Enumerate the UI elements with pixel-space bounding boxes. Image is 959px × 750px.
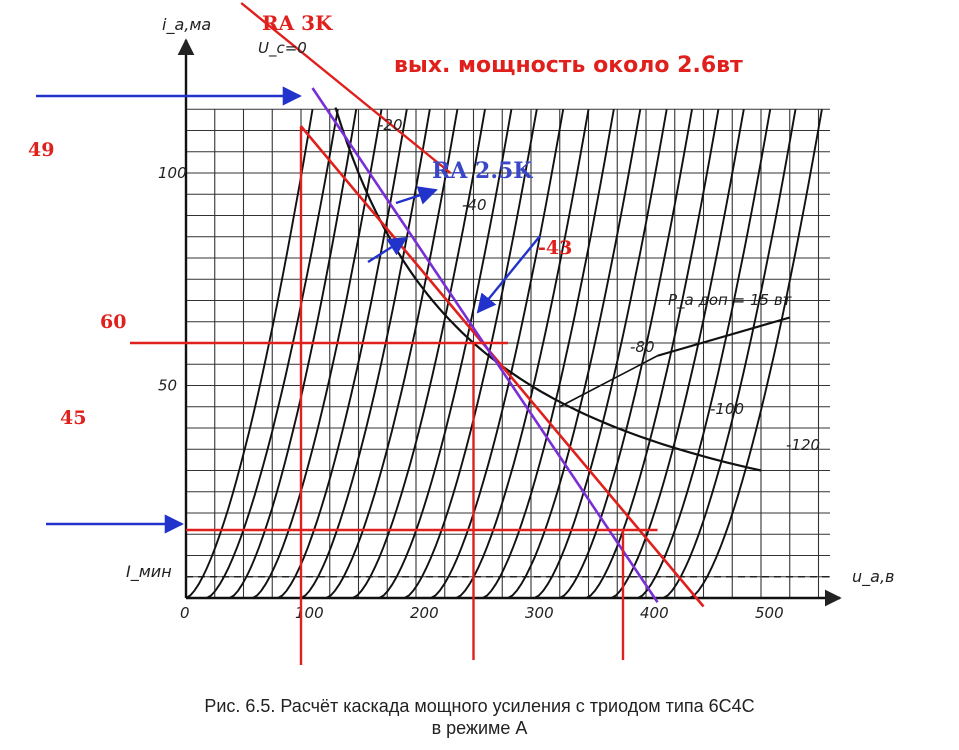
bias-label: -43 — [538, 237, 572, 259]
curve-ug — [430, 109, 565, 599]
x-axis-label: u_a,в — [852, 567, 894, 587]
y-axis-label: i_a,ма — [162, 15, 211, 35]
curve-ug — [585, 109, 720, 599]
curve-ug — [252, 109, 383, 599]
grid-voltage-label: -120 — [786, 436, 820, 454]
label-45: 45 — [60, 407, 86, 429]
power-label-underline — [657, 316, 791, 357]
curve-ug — [229, 109, 358, 599]
curve-labels: U_c=0 -20 -40 -80 -100 -120 — [258, 39, 820, 454]
x-tick-label: 500 — [755, 604, 784, 622]
power-limit-label: P_a доп = 15 вт — [668, 291, 793, 310]
x-tick-label: 100 — [295, 604, 324, 622]
red-guide-line — [240, 2, 452, 174]
curve-ug — [455, 109, 590, 599]
curve-ug — [689, 109, 823, 599]
power-label-leader — [559, 355, 658, 408]
title-annotation: вых. мощность около 2.6вт — [394, 53, 743, 78]
curve-ug — [637, 109, 772, 599]
arrows — [36, 86, 541, 534]
y-tick-label: 50 — [158, 377, 177, 395]
load-lines — [240, 2, 705, 608]
x-tick-label: 400 — [640, 604, 669, 622]
grid-voltage-label: -80 — [630, 338, 655, 356]
curve-ug — [185, 109, 314, 599]
i-min-label: I_мин — [126, 562, 172, 582]
load-line — [300, 125, 705, 608]
grid-voltage-label: -40 — [462, 196, 487, 214]
grid-voltage-label: -20 — [378, 116, 403, 134]
power-hyperbola — [334, 107, 762, 472]
x-tick-label: 200 — [410, 604, 439, 622]
blue-arrow — [367, 236, 408, 264]
blue-arrow — [395, 186, 438, 205]
ra3k-label: RA 3K — [262, 11, 333, 35]
curve-ug — [352, 109, 486, 599]
grid-voltage-label: U_c=0 — [258, 39, 307, 58]
curve-ug — [325, 109, 459, 599]
x-tick-label: 300 — [525, 604, 554, 622]
caption-line-2: в режиме А — [431, 718, 528, 738]
grid-voltage-label: -100 — [710, 400, 744, 418]
tick-labels: 0 100 200 300 400 500 50 100 — [158, 164, 784, 622]
figure-caption: Рис. 6.5. Расчёт каскада мощного усилени… — [0, 695, 959, 739]
load-line — [311, 87, 659, 603]
axes — [177, 38, 842, 607]
x-tick-label: 0 — [180, 604, 190, 622]
curve-ug — [482, 109, 615, 599]
power-limit-curve — [334, 107, 791, 472]
label-60: 60 — [100, 311, 126, 333]
curve-ug — [378, 109, 513, 599]
y-tick-label: 100 — [158, 164, 187, 182]
label-49: 49 — [28, 139, 54, 161]
marker-lines — [130, 126, 658, 665]
grid-lines — [186, 108, 830, 598]
blue-arrow — [476, 235, 541, 314]
curve-ug — [206, 109, 339, 599]
caption-line-1: Рис. 6.5. Расчёт каскада мощного усилени… — [204, 696, 755, 716]
curve-ug — [404, 109, 538, 599]
curve-ug — [534, 109, 668, 599]
curve-ug — [507, 109, 642, 599]
ra25k-label: RA 2.5K — [432, 158, 533, 184]
curve-ug — [662, 109, 797, 599]
